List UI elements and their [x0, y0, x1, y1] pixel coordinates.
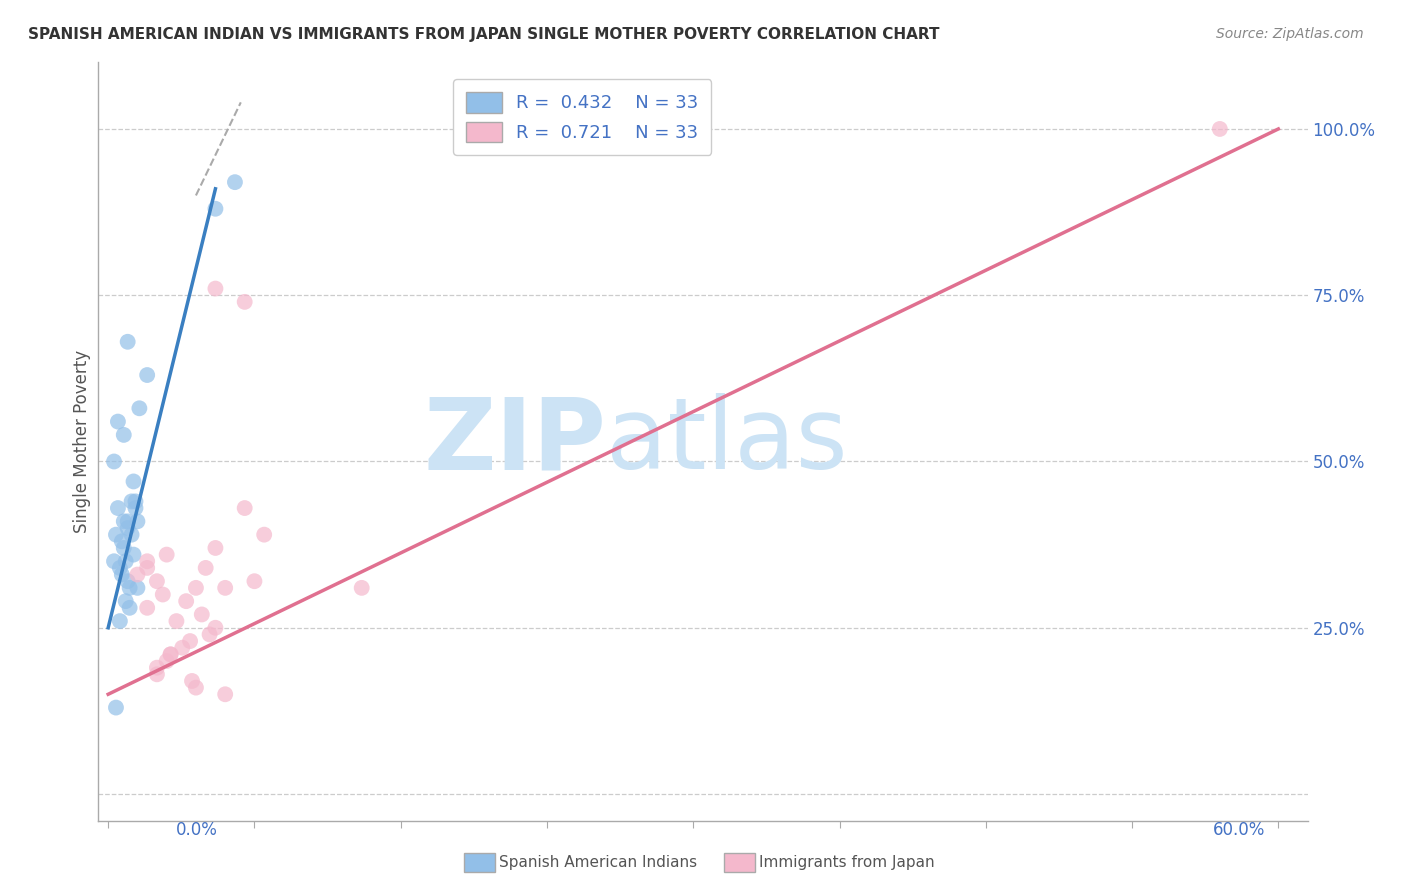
Point — [214, 687, 236, 701]
Point — [174, 594, 197, 608]
Point — [117, 574, 139, 589]
Point — [108, 614, 131, 628]
Point — [165, 614, 187, 628]
Point — [111, 567, 134, 582]
Point — [253, 527, 276, 541]
Point — [127, 567, 149, 582]
Point — [181, 673, 204, 688]
Point — [136, 554, 159, 568]
Point — [184, 681, 207, 695]
Point — [121, 494, 143, 508]
Legend: R =  0.432    N = 33, R =  0.721    N = 33: R = 0.432 N = 33, R = 0.721 N = 33 — [453, 79, 711, 155]
Point — [107, 415, 129, 429]
Point — [103, 454, 125, 468]
Point — [122, 548, 145, 562]
Text: atlas: atlas — [606, 393, 848, 490]
Text: 60.0%: 60.0% — [1213, 821, 1265, 838]
Point — [159, 648, 181, 662]
Text: 0.0%: 0.0% — [176, 821, 218, 838]
Point — [127, 514, 149, 528]
Point — [112, 514, 135, 528]
Point — [224, 175, 246, 189]
Point — [146, 574, 169, 589]
Point — [191, 607, 214, 622]
Point — [204, 282, 226, 296]
Point — [117, 334, 139, 349]
Point — [107, 501, 129, 516]
Point — [112, 428, 135, 442]
Text: Immigrants from Japan: Immigrants from Japan — [759, 855, 935, 870]
Point — [114, 554, 136, 568]
Point — [156, 654, 179, 668]
Point — [243, 574, 266, 589]
Point — [194, 561, 217, 575]
Point — [184, 581, 207, 595]
Point — [124, 501, 146, 516]
Point — [204, 621, 226, 635]
Point — [121, 527, 143, 541]
Point — [114, 594, 136, 608]
Point — [172, 640, 194, 655]
Text: SPANISH AMERICAN INDIAN VS IMMIGRANTS FROM JAPAN SINGLE MOTHER POVERTY CORRELATI: SPANISH AMERICAN INDIAN VS IMMIGRANTS FR… — [28, 27, 939, 42]
Point — [350, 581, 373, 595]
Point — [124, 494, 146, 508]
Y-axis label: Single Mother Poverty: Single Mother Poverty — [73, 350, 91, 533]
Point — [146, 667, 169, 681]
Point — [156, 548, 179, 562]
Point — [179, 634, 201, 648]
Point — [104, 700, 127, 714]
Point — [159, 648, 181, 662]
Point — [118, 581, 141, 595]
Point — [136, 600, 159, 615]
Point — [204, 541, 226, 555]
Point — [112, 541, 135, 555]
Point — [214, 581, 236, 595]
Point — [127, 581, 149, 595]
Point — [233, 501, 256, 516]
Point — [118, 600, 141, 615]
Point — [104, 527, 127, 541]
Point — [152, 587, 174, 601]
Point — [111, 534, 134, 549]
Text: ZIP: ZIP — [423, 393, 606, 490]
Point — [108, 561, 131, 575]
Point — [117, 521, 139, 535]
Point — [136, 561, 159, 575]
Point — [1209, 122, 1232, 136]
Point — [146, 661, 169, 675]
Point — [136, 368, 159, 382]
Point — [204, 202, 226, 216]
Point — [128, 401, 150, 416]
Point — [233, 294, 256, 309]
Text: Source: ZipAtlas.com: Source: ZipAtlas.com — [1216, 27, 1364, 41]
Point — [103, 554, 125, 568]
Text: Spanish American Indians: Spanish American Indians — [499, 855, 697, 870]
Point — [117, 514, 139, 528]
Point — [198, 627, 221, 641]
Point — [122, 475, 145, 489]
